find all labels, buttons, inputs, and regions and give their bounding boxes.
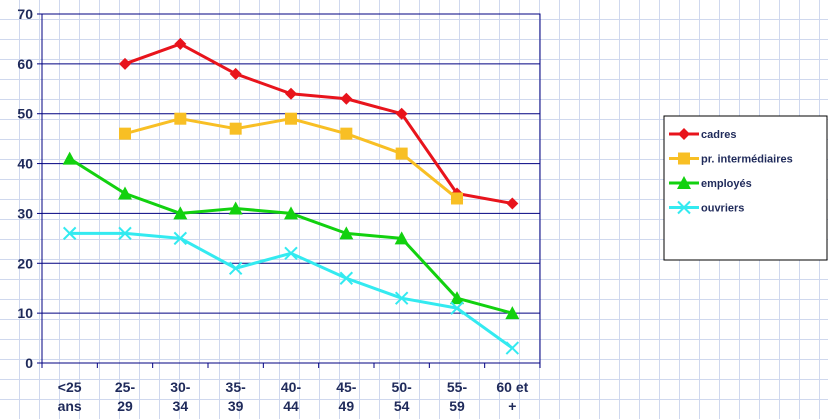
data-point	[228, 201, 243, 215]
x-tick-label: 30-34	[170, 379, 191, 414]
x-tick-label: 40-44	[281, 379, 302, 414]
data-point	[395, 147, 408, 160]
series-pr-interm-diaires	[119, 112, 463, 205]
data-point	[229, 67, 242, 80]
x-tick-label: 55-59	[447, 379, 468, 414]
data-point	[285, 112, 297, 125]
x-axis: <25 ans 25-29 30-34 35-39 40-44 45-49 50-54 55-5…	[41, 362, 541, 414]
data-point	[394, 231, 409, 245]
legend-label: employés	[701, 178, 752, 190]
legend-box	[663, 115, 828, 261]
data-point	[340, 92, 353, 105]
x-tick-label: 25-29	[115, 379, 136, 414]
y-tick-label: 20	[17, 255, 33, 271]
marker-stroke	[339, 271, 354, 285]
data-point	[505, 306, 520, 320]
x-tick-label: 60 et +	[496, 379, 528, 414]
data-point	[284, 246, 298, 261]
x-tick-label: 35-39	[226, 379, 247, 414]
data-point	[339, 271, 354, 285]
series-ouvriers	[62, 226, 520, 355]
data-point	[174, 37, 187, 50]
data-point	[394, 291, 409, 305]
legend-label: ouvriers	[701, 203, 744, 215]
data-point	[451, 192, 463, 205]
data-point	[506, 197, 519, 210]
y-tick-label: 10	[17, 305, 33, 321]
marker-stroke	[228, 261, 243, 275]
data-point	[505, 341, 520, 355]
x-tick-label: 45-49	[336, 379, 357, 414]
series-employ-s	[62, 151, 520, 320]
legend-item: ouvriers	[669, 200, 744, 215]
marker-stroke	[505, 341, 520, 355]
marker-stroke	[284, 246, 298, 261]
legend-swatch-marker	[677, 176, 691, 189]
data-point	[450, 291, 464, 305]
legend-swatch-marker	[678, 152, 690, 165]
data-point	[62, 151, 77, 165]
data-point	[119, 127, 131, 140]
data-point	[284, 206, 298, 220]
legend-swatch-marker	[677, 200, 691, 215]
data-point	[450, 301, 464, 315]
y-tick-label: 60	[17, 56, 33, 72]
data-point	[340, 127, 353, 140]
series-line	[124, 42, 513, 205]
x-tick-label: 50-54	[392, 379, 413, 414]
data-point	[118, 186, 132, 200]
marker-stroke	[450, 301, 464, 315]
legend: cadres pr. intermédiaires employés ouvriers	[663, 115, 828, 261]
legend-label: cadres	[701, 129, 736, 141]
y-axis: 0 10 20 30 40 50 60 70	[17, 6, 42, 371]
legend-swatch-marker	[678, 128, 690, 140]
y-tick-label: 0	[25, 355, 33, 371]
data-point	[285, 87, 297, 100]
legend-item: pr. intermédiaires	[669, 152, 793, 166]
data-point	[173, 231, 188, 246]
data-point	[339, 226, 354, 240]
data-point	[119, 57, 131, 70]
marker-stroke	[62, 226, 77, 241]
y-tick-label: 30	[17, 205, 33, 221]
data-point	[173, 206, 188, 220]
data-point	[118, 226, 132, 241]
data-point	[229, 122, 242, 135]
legend-item: cadres	[669, 128, 736, 141]
x-tick-label: <25 ans	[58, 379, 82, 414]
data-point	[228, 261, 243, 275]
legend-item: employés	[669, 176, 752, 190]
data-point	[62, 226, 77, 241]
data-point	[395, 107, 408, 120]
y-tick-label: 40	[17, 156, 33, 172]
marker-stroke	[173, 231, 188, 246]
y-tick-label: 70	[17, 6, 33, 22]
marker-stroke	[394, 291, 409, 305]
legend-label: pr. intermédiaires	[701, 154, 793, 166]
data-point	[174, 112, 187, 125]
marker-stroke	[118, 226, 132, 241]
marker-stroke	[677, 200, 691, 215]
y-tick-label: 50	[17, 106, 33, 122]
series-layer	[62, 37, 520, 355]
